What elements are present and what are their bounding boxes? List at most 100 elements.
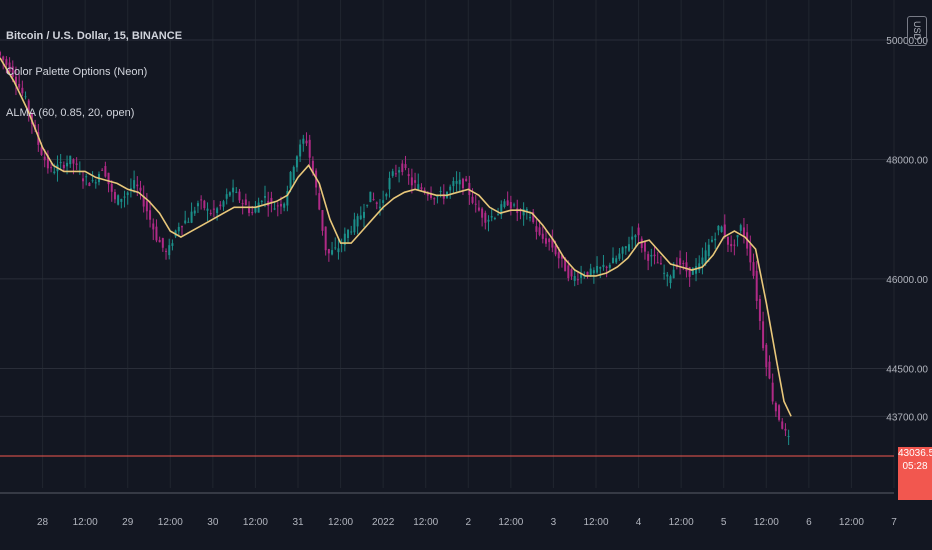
candle-body: [244, 199, 247, 205]
candle-body: [24, 96, 27, 98]
candle-body: [500, 204, 503, 215]
candle-body: [94, 182, 97, 184]
candle-body: [279, 203, 282, 207]
candle-body: [544, 238, 547, 244]
candle-body: [117, 195, 120, 205]
candle-body: [739, 225, 742, 231]
candle-body: [487, 219, 490, 222]
candle-body: [129, 188, 132, 191]
candle-body: [647, 254, 650, 261]
candle-body: [650, 254, 653, 257]
candle-body: [640, 238, 643, 249]
candle-body: [538, 227, 541, 235]
x-tick-label: 31: [292, 517, 304, 528]
candle-body: [458, 179, 461, 185]
candle-body: [171, 243, 174, 246]
candle-body: [541, 233, 544, 239]
candle-body: [461, 178, 464, 189]
candle-body: [474, 203, 477, 205]
candle-body: [733, 244, 736, 246]
candle-body: [695, 266, 698, 274]
candle-body: [228, 192, 231, 196]
candle-body: [126, 192, 129, 196]
candle-body: [596, 265, 599, 273]
candle-body: [634, 235, 637, 238]
candle-body: [666, 274, 669, 277]
candle-body: [295, 156, 298, 168]
candle-body: [758, 298, 761, 321]
candle-body: [369, 191, 372, 203]
x-tick-label: 30: [207, 517, 219, 528]
candle-body: [5, 59, 8, 65]
candle-body: [120, 198, 123, 202]
currency-button[interactable]: USD: [907, 16, 927, 46]
candle-body: [576, 279, 579, 281]
candle-body: [101, 169, 104, 171]
candle-body: [599, 267, 602, 269]
candle-body: [388, 177, 391, 190]
x-tick-label: 7: [891, 517, 897, 528]
candle-body: [771, 382, 774, 402]
candle-body: [264, 196, 267, 198]
candle-body: [781, 421, 784, 429]
candle-body: [532, 212, 535, 223]
candle-body: [698, 263, 701, 271]
candle-body: [85, 176, 88, 178]
candle-body: [554, 245, 557, 255]
candle-body: [203, 200, 206, 209]
candle-body: [621, 247, 624, 254]
alma-line: [0, 57, 792, 417]
candle-body: [337, 248, 340, 253]
candle-body: [752, 262, 755, 276]
x-tick-label: 29: [122, 517, 134, 528]
candle-body: [375, 202, 378, 204]
x-tick-label: 4: [636, 517, 642, 528]
candle-body: [152, 223, 155, 230]
candle-body: [742, 227, 745, 236]
candle-body: [343, 233, 346, 246]
candle-body: [426, 193, 429, 196]
x-tick-label: 12:00: [243, 517, 268, 528]
indicator-alma[interactable]: ALMA (60, 0.85, 20, open): [6, 107, 135, 119]
candle-body: [449, 186, 452, 191]
candle-body: [82, 178, 85, 182]
candle-body: [299, 144, 302, 157]
candle-body: [394, 173, 397, 175]
candle-body: [91, 180, 94, 182]
candle-body: [720, 226, 723, 233]
candle-body: [723, 224, 726, 238]
candle-body: [362, 211, 365, 218]
candle-body: [570, 269, 573, 277]
candle-body: [631, 236, 634, 240]
candle-body: [755, 270, 758, 301]
candle-body: [669, 276, 672, 284]
candle-body: [535, 226, 538, 232]
indicator-color-palette[interactable]: Color Palette Options (Neon): [6, 66, 148, 78]
candle-body: [493, 218, 496, 220]
candle-body: [241, 203, 244, 205]
candle-body: [586, 271, 589, 277]
symbol-title[interactable]: Bitcoin / U.S. Dollar, 15, BINANCE: [6, 30, 183, 42]
candle-body: [356, 216, 359, 227]
time-axis[interactable]: 28 12:00 29 12:00 30 12:00 31 12:00 2022 12:00 2 12…: [37, 517, 897, 528]
candle-body: [302, 138, 305, 144]
candle-body: [331, 250, 334, 255]
candle-body: [452, 180, 455, 187]
candle-body: [481, 208, 484, 218]
candle-body: [75, 163, 78, 165]
candle-body: [318, 193, 321, 210]
candle-body: [308, 139, 311, 158]
candle-body: [656, 262, 659, 264]
candle-body: [417, 184, 420, 190]
candle-body: [72, 159, 75, 164]
candle-body: [200, 199, 203, 201]
candle-body: [592, 270, 595, 274]
candle-body: [430, 193, 433, 198]
candle-body: [714, 238, 717, 241]
candle-body: [385, 193, 388, 197]
x-tick-label: 12:00: [839, 517, 864, 528]
candle-body: [232, 187, 235, 193]
x-tick-label: 12:00: [413, 517, 438, 528]
